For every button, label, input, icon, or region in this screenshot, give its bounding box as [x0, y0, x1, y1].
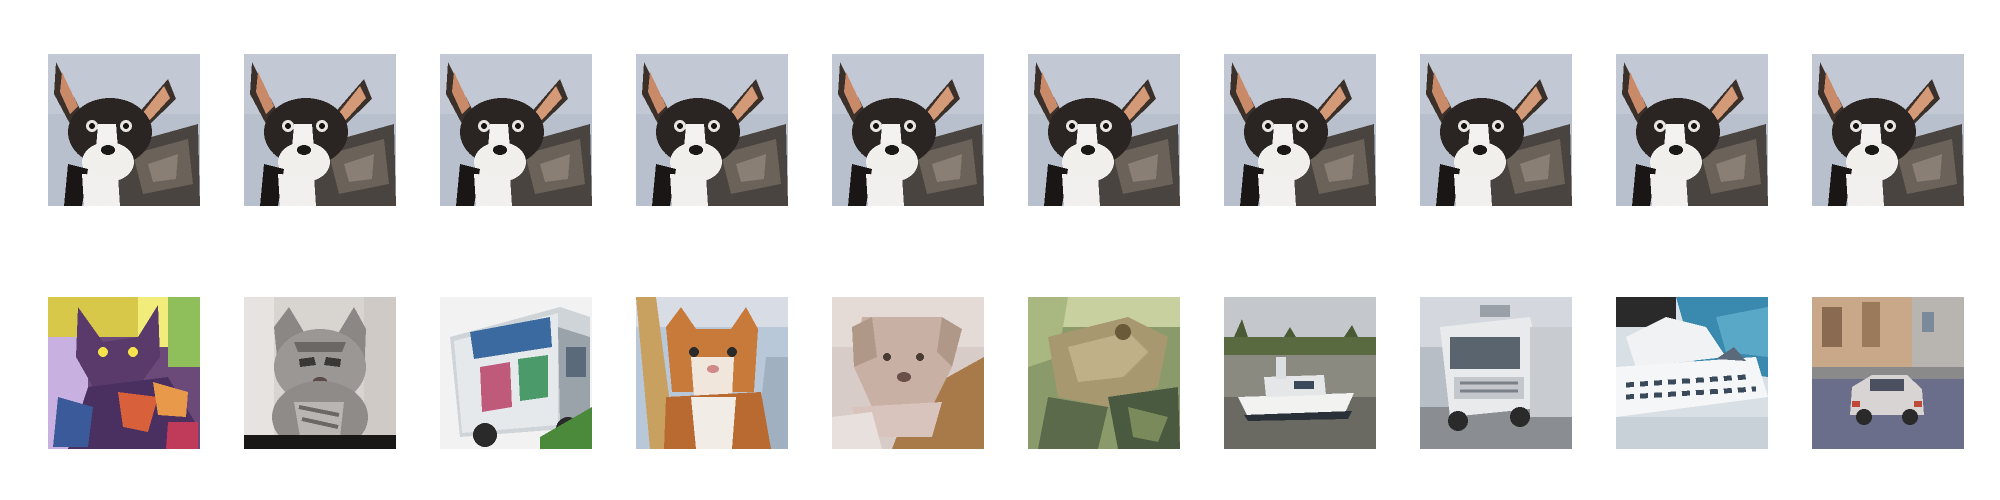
query-image-8 — [1420, 54, 1572, 206]
result-image-10 — [1812, 297, 1964, 449]
frog-picture — [1028, 297, 1180, 449]
orange-white-cat-picture — [636, 297, 788, 449]
query-image-9 — [1616, 54, 1768, 206]
white-ship-picture — [1616, 297, 1768, 449]
results-row — [0, 297, 2000, 449]
white-truck-picture — [1420, 297, 1572, 449]
chihuahua-dog-picture — [636, 54, 788, 206]
query-image-3 — [440, 54, 592, 206]
cream-dog-picture — [832, 297, 984, 449]
query-image-4 — [636, 54, 788, 206]
chihuahua-dog-picture — [48, 54, 200, 206]
result-image-6 — [1028, 297, 1180, 449]
result-image-4 — [636, 297, 788, 449]
query-row — [0, 54, 2000, 206]
query-image-1 — [48, 54, 200, 206]
chihuahua-dog-picture — [1028, 54, 1180, 206]
query-image-7 — [1224, 54, 1376, 206]
result-image-3 — [440, 297, 592, 449]
chihuahua-dog-picture — [1616, 54, 1768, 206]
result-image-8 — [1420, 297, 1572, 449]
result-image-1 — [48, 297, 200, 449]
chihuahua-dog-picture — [1420, 54, 1572, 206]
result-image-2 — [244, 297, 396, 449]
result-image-7 — [1224, 297, 1376, 449]
boat-on-water-picture — [1224, 297, 1376, 449]
gray-tabby-kitten-picture — [244, 297, 396, 449]
chihuahua-dog-picture — [1224, 54, 1376, 206]
car-on-street-picture — [1812, 297, 1964, 449]
result-image-5 — [832, 297, 984, 449]
chihuahua-dog-picture — [1812, 54, 1964, 206]
chihuahua-dog-picture — [244, 54, 396, 206]
query-image-6 — [1028, 54, 1180, 206]
result-image-9 — [1616, 297, 1768, 449]
chihuahua-dog-picture — [832, 54, 984, 206]
food-truck-picture — [440, 297, 592, 449]
colorful-cat-painting-picture — [48, 297, 200, 449]
query-image-2 — [244, 54, 396, 206]
chihuahua-dog-picture — [440, 54, 592, 206]
query-image-5 — [832, 54, 984, 206]
query-image-10 — [1812, 54, 1964, 206]
